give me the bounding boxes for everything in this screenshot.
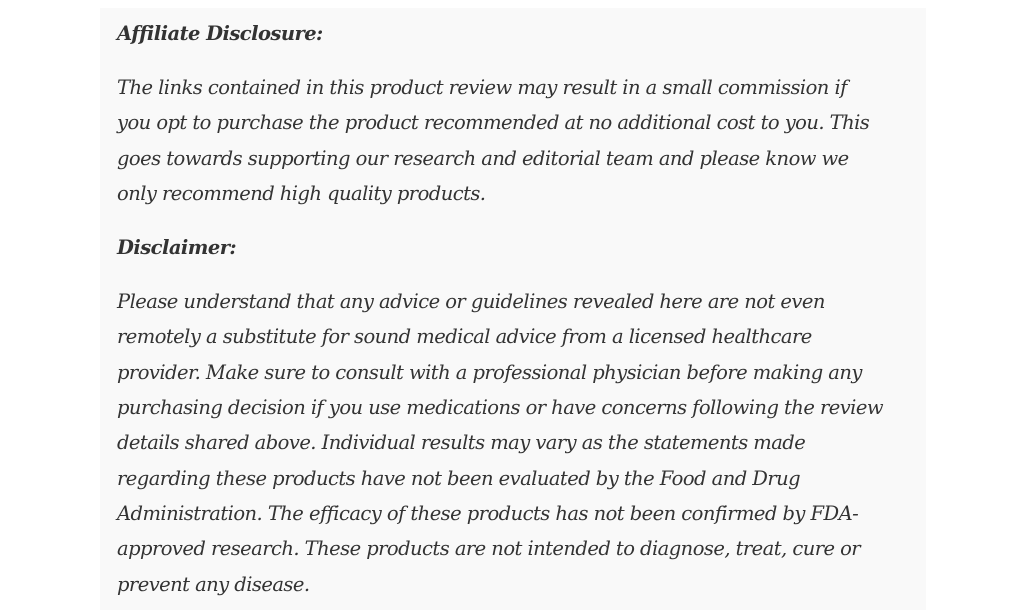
affiliate-disclosure-text: The links contained in this product revi… <box>117 70 937 211</box>
disclosure-panel <box>100 8 926 610</box>
text-line: Administration. The efficacy of these pr… <box>117 501 859 525</box>
affiliate-disclosure-heading: Affiliate Disclosure: <box>117 22 323 45</box>
text-line: details shared above. Individual results… <box>117 431 806 455</box>
text-line: you opt to purchase the product recommen… <box>117 111 870 135</box>
text-line: purchasing decision if you use medicatio… <box>117 396 884 420</box>
text-line: The links contained in this product revi… <box>117 76 847 99</box>
text-line: only recommend high quality products. <box>117 181 486 205</box>
text-line: remotely a substitute for sound medical … <box>117 325 812 349</box>
text-line: prevent any disease. <box>117 572 310 596</box>
text-line: Please understand that any advice or gui… <box>117 290 825 314</box>
disclosure-content: Affiliate Disclosure: The links containe… <box>117 16 937 602</box>
text-line: regarding these products have not been e… <box>117 466 801 490</box>
disclaimer-heading: Disclaimer: <box>117 236 237 260</box>
text-line: goes towards supporting our research and… <box>117 146 849 170</box>
text-line: provider. Make sure to consult with a pr… <box>117 360 862 384</box>
disclaimer-text: Please understand that any advice or gui… <box>117 284 937 602</box>
text-line: approved research. These products are no… <box>117 537 861 561</box>
